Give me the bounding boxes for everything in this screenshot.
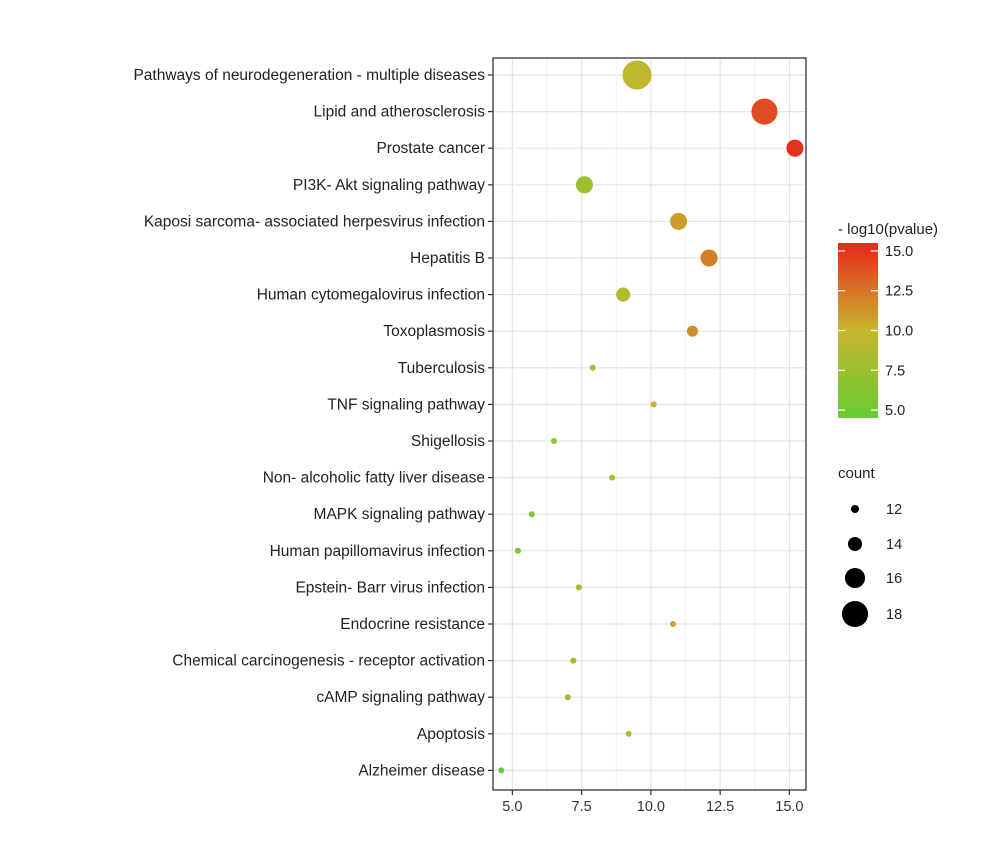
color-legend-label: 7.5	[885, 363, 905, 379]
data-point	[514, 547, 521, 554]
y-tick-label: Chemical carcinogenesis - receptor activ…	[172, 653, 485, 670]
y-tick-label: PI3K- Akt signaling pathway	[293, 177, 485, 194]
size-legend-dot	[844, 567, 866, 589]
y-tick-label: Pathways of neurodegeneration - multiple…	[133, 67, 485, 84]
size-legend-dot	[847, 536, 863, 552]
size-legend-title: count	[838, 465, 876, 482]
y-tick-label: Apoptosis	[417, 726, 485, 743]
data-points	[498, 60, 804, 774]
x-tick-label: 10.0	[637, 799, 665, 815]
color-legend-title: - log10(pvalue)	[838, 221, 938, 238]
data-point	[650, 401, 657, 408]
data-point	[528, 511, 535, 518]
y-tick-label: Prostate cancer	[376, 140, 485, 157]
data-point	[609, 474, 616, 481]
data-point	[622, 60, 652, 90]
size-legend-label: 18	[886, 607, 902, 623]
y-tick-label: cAMP signaling pathway	[316, 689, 485, 706]
size-legend-dot	[841, 600, 869, 628]
plot-panel	[493, 58, 806, 790]
size-legend-items: 12 14 16 18	[841, 502, 902, 628]
data-point	[751, 98, 778, 125]
data-point	[625, 730, 632, 737]
y-tick-label: Kaposi sarcoma- associated herpesvirus i…	[144, 213, 485, 230]
major-gridlines-y	[493, 74, 806, 772]
y-tick-label: Human cytomegalovirus infection	[257, 287, 485, 304]
size-legend-label: 14	[886, 537, 902, 553]
size-legend-label: 12	[886, 502, 902, 518]
size-legend: count 12 14 16 18	[838, 465, 902, 628]
data-point	[570, 657, 577, 664]
data-point	[589, 364, 596, 371]
data-point	[616, 287, 631, 302]
x-tick-label: 12.5	[706, 799, 734, 815]
y-tick-label: Tuberculosis	[398, 360, 486, 377]
x-tick-label: 15.0	[775, 799, 803, 815]
data-point	[498, 767, 505, 774]
y-tick-label: Toxoplasmosis	[383, 323, 485, 340]
color-legend-ticks: 5.0 7.5 10.0 12.5 15.0	[838, 244, 913, 419]
color-legend: - log10(pvalue) 5.0 7.5 10.0 12.5 15.0	[838, 221, 938, 419]
y-tick-label: Endocrine resistance	[340, 616, 485, 633]
y-tick-label: MAPK signaling pathway	[314, 506, 486, 523]
color-legend-label: 10.0	[885, 324, 913, 340]
data-point	[670, 212, 688, 230]
color-legend-label: 15.0	[885, 244, 913, 260]
data-point	[670, 621, 677, 627]
x-tick-label: 7.5	[572, 799, 592, 815]
data-point	[550, 438, 557, 444]
y-tick-label: Alzheimer disease	[358, 762, 485, 779]
color-legend-label: 5.0	[885, 403, 905, 419]
plot-area: Pathways of neurodegeneration - multiple…	[133, 57, 807, 815]
data-point	[700, 249, 718, 267]
data-point	[575, 176, 593, 194]
data-point	[786, 139, 804, 157]
y-tick-label: Shigellosis	[411, 433, 485, 450]
minor-gridlines	[546, 58, 756, 790]
data-point	[575, 584, 582, 591]
data-point	[564, 694, 571, 701]
x-axis-labels: 5.0 7.5 10.0 12.5 15.0	[502, 790, 803, 815]
data-point	[686, 325, 698, 337]
plot-border	[492, 57, 807, 791]
y-tick-label: Epstein- Barr virus infection	[295, 579, 485, 596]
size-legend-label: 16	[886, 571, 902, 587]
y-axis-labels: Pathways of neurodegeneration - multiple…	[133, 67, 493, 779]
x-tick-label: 5.0	[502, 799, 522, 815]
size-legend-dot	[850, 504, 860, 514]
y-tick-label: Hepatitis B	[410, 250, 485, 267]
y-tick-label: Lipid and atherosclerosis	[314, 104, 486, 121]
color-legend-label: 12.5	[885, 284, 913, 300]
y-tick-label: TNF signaling pathway	[327, 396, 485, 413]
y-tick-label: Non- alcoholic fatty liver disease	[263, 470, 485, 487]
y-tick-label: Human papillomavirus infection	[270, 543, 485, 560]
